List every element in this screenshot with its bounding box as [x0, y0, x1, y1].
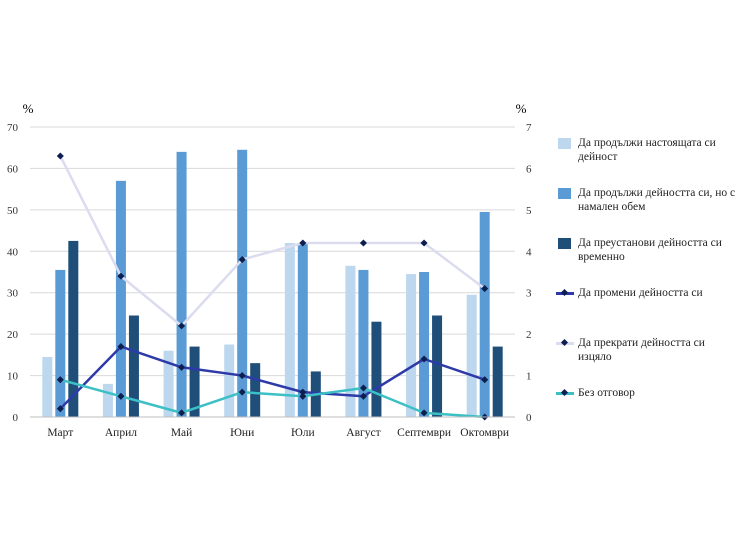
y-right-axis-label: %	[516, 101, 527, 116]
x-tick-label: Юли	[291, 427, 315, 439]
bar	[284, 243, 295, 417]
data-point-marker	[299, 388, 307, 396]
bar	[55, 269, 66, 417]
y-left-tick-label: 10	[7, 371, 19, 383]
bar	[224, 344, 235, 417]
legend-swatch	[556, 187, 574, 199]
data-point-marker	[299, 392, 307, 400]
bar	[250, 363, 261, 417]
x-tick-label: Март	[47, 427, 73, 439]
legend-line-marker	[556, 287, 574, 299]
x-tick-label: Септември	[397, 427, 451, 439]
y-right-tick-label: 7	[526, 122, 532, 134]
y-left-tick-label: 60	[7, 163, 19, 175]
bar	[68, 240, 79, 417]
data-point-marker	[56, 405, 64, 413]
y-right-tick-label: 4	[526, 246, 532, 258]
series-line	[59, 345, 486, 410]
bar-series-group	[42, 149, 503, 418]
axes: 0 10 20 30 40 50 60 70 0 1 2 3 4 5 6 7 Март Април Май Юни Юл…	[7, 122, 532, 439]
bar	[466, 294, 477, 417]
legend-swatch	[556, 237, 574, 249]
y-right-tick-label: 0	[526, 412, 532, 424]
data-point-marker	[178, 322, 186, 330]
legend-label: Да продължи дейността си, но с намален о…	[578, 187, 736, 213]
data-point-marker	[238, 388, 246, 396]
legend-line-marker	[556, 387, 574, 399]
legend-label: Да продължи настоящата си дейност	[578, 137, 716, 163]
legend-line-marker	[556, 337, 574, 349]
y-right-tick-label: 2	[526, 329, 532, 341]
legend-item: Да продължи дейността си, но с намален о…	[556, 186, 740, 214]
bar	[419, 272, 430, 417]
data-point-marker	[420, 239, 428, 247]
data-point-marker	[299, 239, 307, 247]
data-point-marker	[238, 372, 246, 380]
data-point-marker	[420, 355, 428, 363]
y-left-tick-label: 0	[13, 412, 19, 424]
legend-item: Да промени дейността си	[556, 286, 740, 300]
bar	[42, 356, 53, 417]
legend-label: Да прекрати дейността си изцяло	[578, 337, 705, 363]
bar	[432, 315, 443, 417]
x-tick-label: Юни	[230, 427, 254, 439]
y-left-tick-label: 70	[7, 122, 19, 134]
x-tick-label: Август	[346, 427, 380, 439]
data-point-marker	[420, 409, 428, 417]
x-tick-label: Октомври	[460, 427, 509, 439]
data-point-marker	[56, 152, 64, 160]
legend-item: Без отговор	[556, 386, 740, 400]
bar	[345, 265, 356, 417]
gridlines	[30, 126, 515, 418]
legend-item: Да продължи настоящата си дейност	[556, 136, 740, 164]
legend-label: Да преустанови дейността си временно	[578, 237, 722, 263]
y-left-tick-label: 30	[7, 288, 19, 300]
data-point-marker	[117, 392, 125, 400]
bar	[358, 269, 369, 417]
y-left-tick-label: 40	[7, 246, 19, 258]
legend-swatch	[556, 137, 574, 149]
bar	[163, 350, 174, 417]
y-left-tick-label: 20	[7, 329, 19, 341]
bar	[492, 346, 503, 417]
legend-label: Без отговор	[578, 387, 635, 399]
bar	[297, 243, 308, 417]
x-tick-label: Април	[105, 427, 137, 439]
data-point-marker	[117, 343, 125, 351]
bar	[189, 346, 200, 417]
data-point-marker	[238, 256, 246, 264]
legend-item: Да преустанови дейността си временно	[556, 236, 740, 264]
bar	[371, 321, 382, 417]
y-left-axis-label: %	[23, 101, 34, 116]
y-right-tick-label: 6	[526, 163, 532, 175]
data-point-marker	[359, 384, 367, 392]
bar	[102, 383, 113, 417]
data-point-marker	[56, 376, 64, 384]
bar	[406, 274, 417, 417]
series-line	[59, 155, 486, 328]
line-series-group	[56, 152, 489, 421]
data-point-marker	[481, 285, 489, 293]
bar	[237, 149, 248, 418]
data-point-marker	[359, 392, 367, 400]
legend-item: Да прекрати дейността си изцяло	[556, 336, 740, 364]
bar	[479, 211, 490, 417]
y-right-tick-label: 5	[526, 205, 532, 217]
y-right-tick-label: 3	[526, 288, 532, 300]
data-point-marker	[359, 239, 367, 247]
bar	[128, 315, 139, 417]
bar	[176, 151, 187, 417]
y-right-tick-label: 1	[526, 371, 532, 383]
data-point-marker	[178, 409, 186, 417]
data-point-marker	[117, 272, 125, 280]
legend-label: Да промени дейността си	[578, 287, 703, 299]
data-point-marker	[481, 376, 489, 384]
x-tick-label: Май	[171, 427, 192, 439]
data-point-marker	[178, 363, 186, 371]
bar	[115, 180, 126, 417]
y-left-tick-label: 50	[7, 205, 19, 217]
series-line	[59, 378, 485, 419]
